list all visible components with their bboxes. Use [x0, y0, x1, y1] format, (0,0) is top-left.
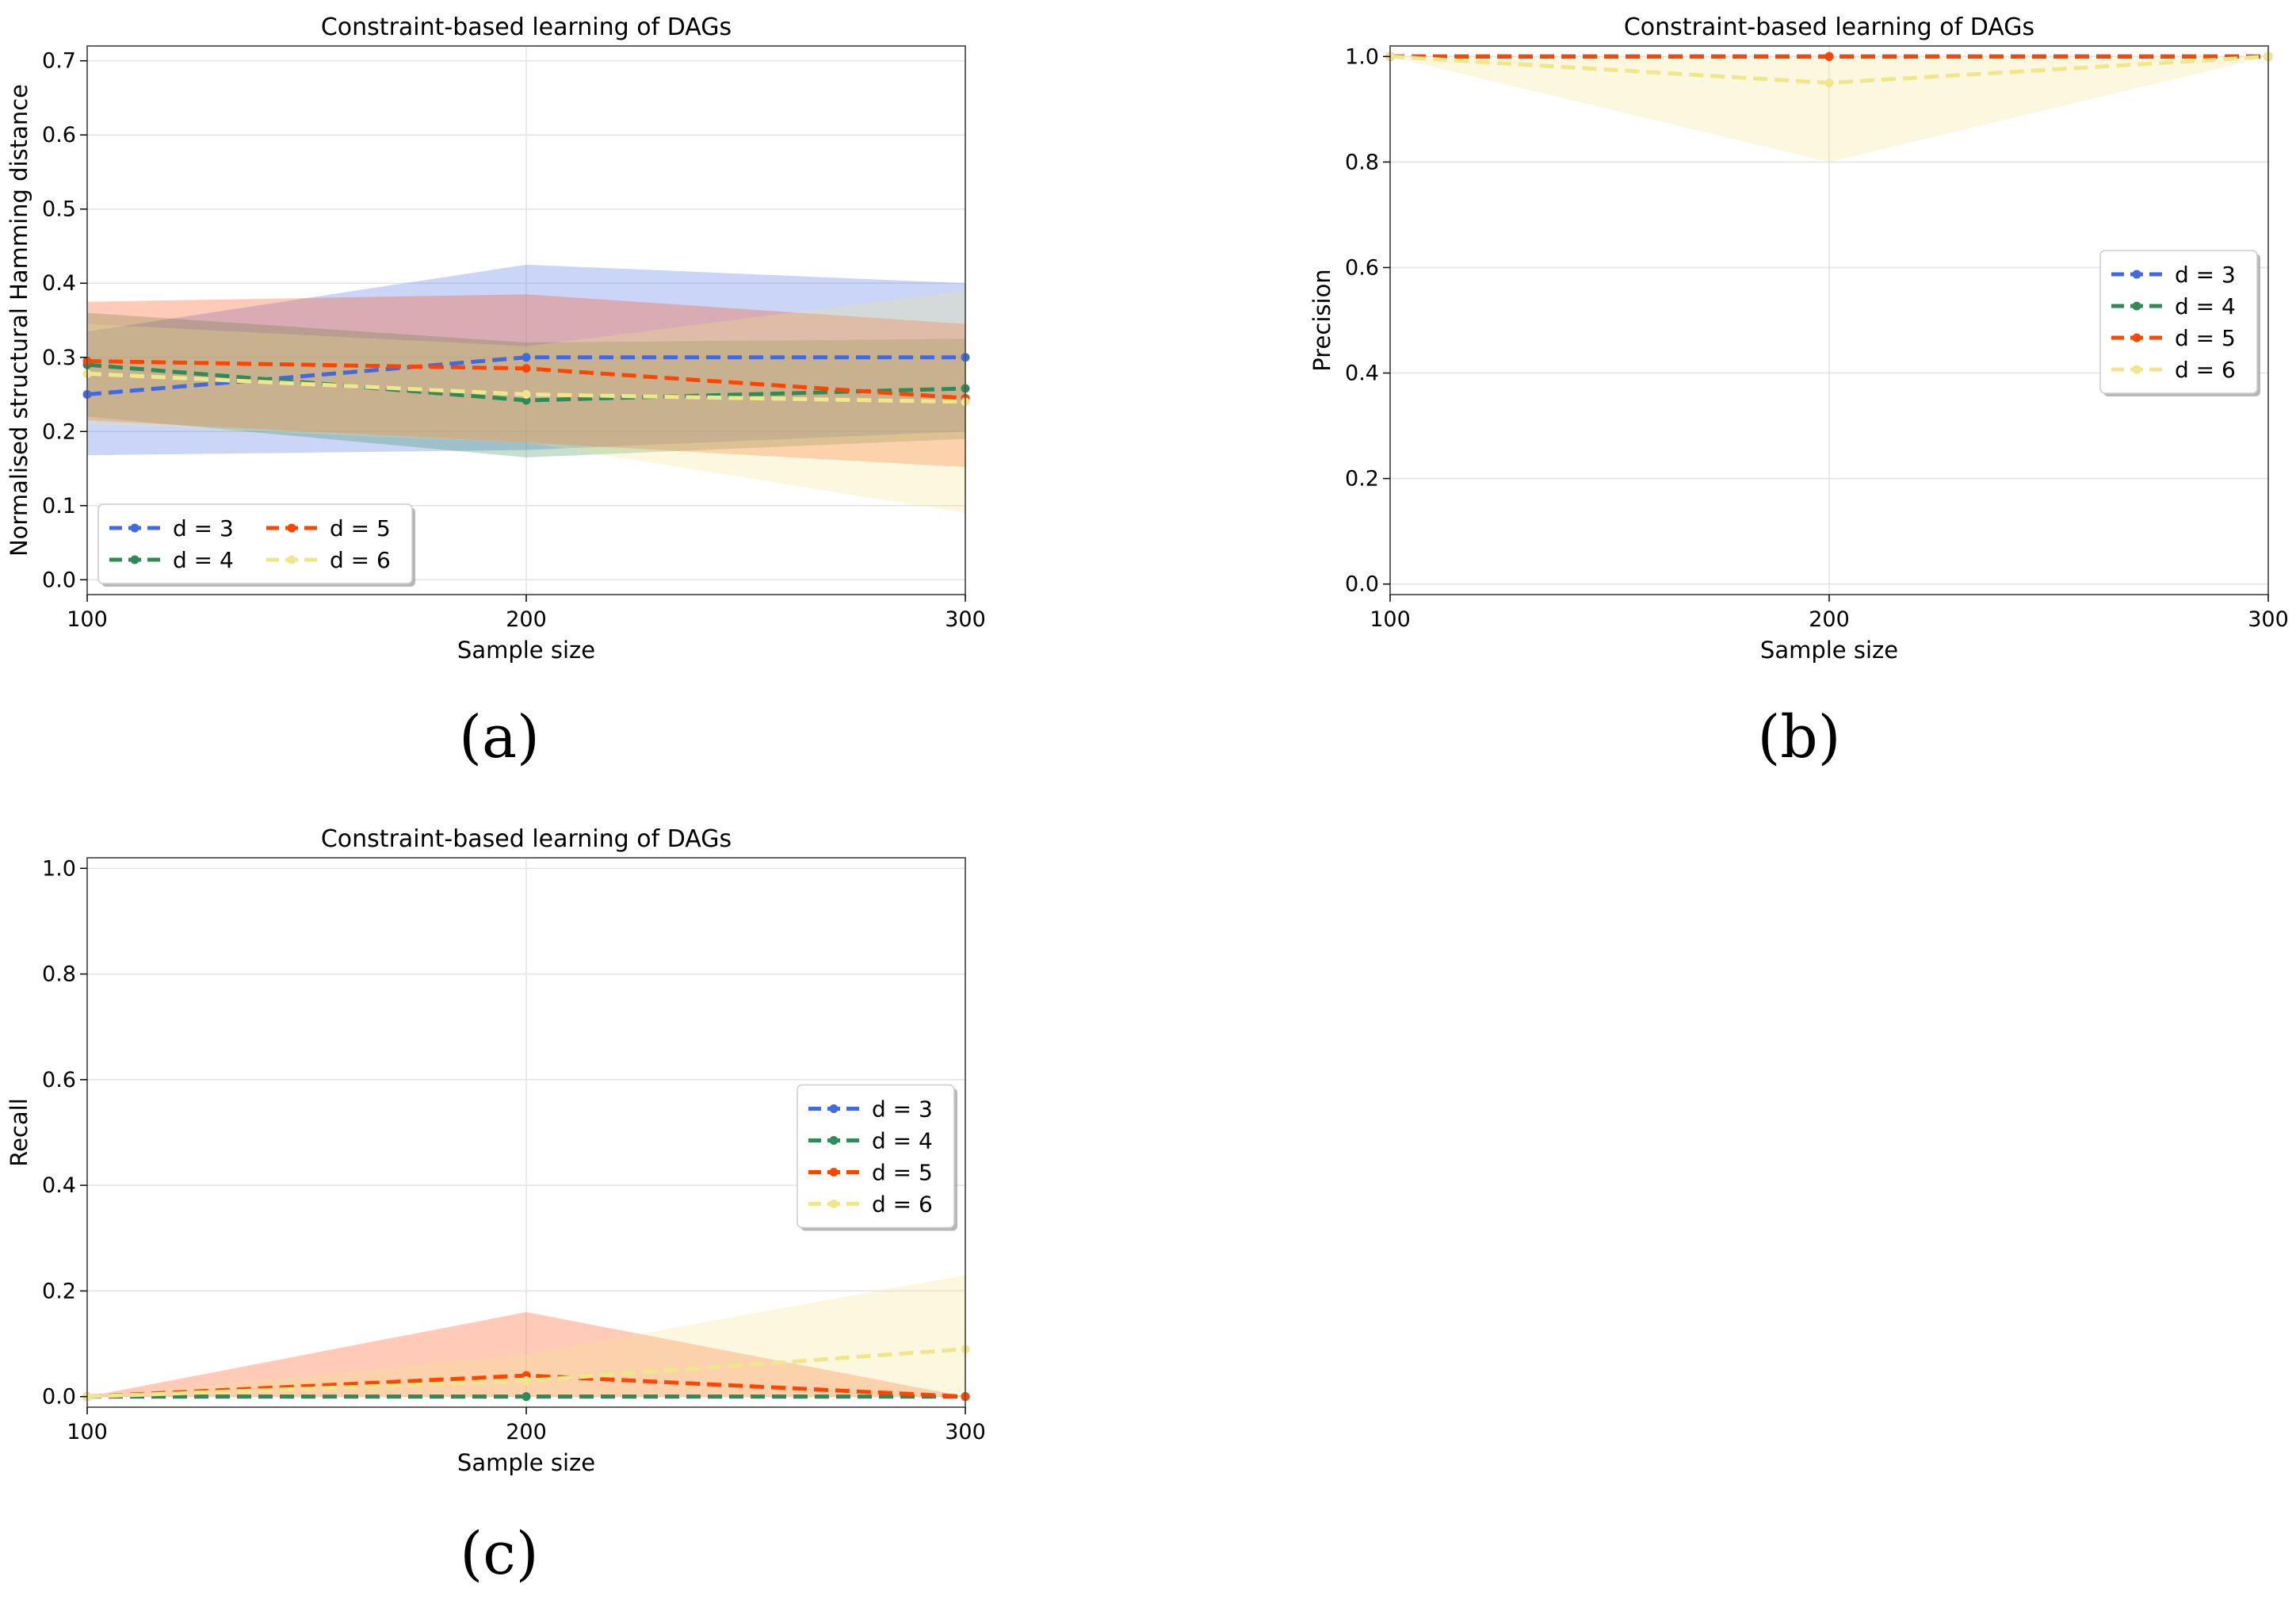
band-d5 — [87, 294, 965, 468]
x-tick-label: 200 — [506, 1420, 547, 1444]
y-axis-label: Normalised structural Hamming distance — [6, 84, 32, 557]
x-tick-label: 100 — [67, 607, 108, 632]
y-tick-label: 0.0 — [42, 568, 76, 592]
chart-title: Constraint-based learning of DAGs — [1624, 13, 2034, 41]
legend: d = 3 d = 4 d = 5 d = 6 — [97, 503, 415, 587]
legend-label: d = 5 — [330, 515, 391, 541]
confidence-bands — [87, 1275, 965, 1397]
x-axis-label: Sample size — [1760, 637, 1898, 664]
data-point — [521, 353, 531, 362]
y-tick-label: 0.3 — [42, 346, 76, 370]
band-d5 — [87, 1312, 965, 1397]
panel-label-c: (c) — [460, 1520, 539, 1588]
y-tick-label: 0.2 — [42, 419, 76, 444]
legend-marker — [829, 1104, 839, 1113]
legend-label: d = 3 — [2175, 262, 2236, 288]
data-point — [521, 364, 531, 373]
legend-marker — [130, 555, 139, 564]
legend-label: d = 3 — [173, 515, 234, 541]
x-axis-ticks: 100 200 300 — [1370, 595, 2289, 632]
chart-b: 0.0 0.2 0.4 0.6 0.8 1.0 100 200 300 Constraint-ba… — [1308, 13, 2289, 664]
y-tick-label: 0.8 — [1345, 150, 1379, 174]
data-point — [521, 1376, 531, 1386]
y-tick-label: 0.1 — [42, 494, 76, 518]
y-tick-label: 0.6 — [1345, 255, 1379, 280]
data-point — [521, 1392, 531, 1402]
y-tick-label: 1.0 — [1345, 44, 1379, 69]
legend-marker — [829, 1136, 839, 1145]
y-tick-label: 0.4 — [42, 271, 76, 296]
x-axis-label: Sample size — [457, 637, 595, 664]
y-axis-ticks: 0.0 0.1 0.2 0.3 0.4 0.5 0.6 0.7 — [42, 49, 87, 592]
legend-marker — [287, 555, 296, 564]
y-axis-label: Precision — [1308, 269, 1335, 371]
panel-label-b: (b) — [1757, 703, 1841, 771]
x-axis-ticks: 100 200 300 — [67, 1407, 986, 1444]
legend-label: d = 5 — [872, 1160, 933, 1186]
legend-label: d = 3 — [872, 1096, 933, 1123]
data-point — [1824, 52, 1834, 61]
x-tick-label: 300 — [945, 1420, 986, 1444]
legend-label: d = 4 — [173, 547, 234, 573]
legend-marker — [2132, 365, 2141, 374]
series-lines — [82, 1345, 970, 1402]
y-tick-label: 0.6 — [42, 123, 76, 147]
chart-a: 0.0 0.1 0.2 0.3 0.4 0.5 0.6 0.7 100 200 300 Constra… — [6, 13, 986, 664]
data-point — [521, 390, 531, 400]
y-tick-label: 0.2 — [1345, 467, 1379, 492]
chart-c: 0.0 0.2 0.4 0.6 0.8 1.0 100 200 300 Constraint-ba… — [6, 825, 986, 1476]
y-tick-label: 0.0 — [1345, 572, 1379, 597]
chart-title: Constraint-based learning of DAGs — [321, 13, 732, 41]
legend-marker — [287, 523, 296, 533]
x-axis-label: Sample size — [457, 1449, 595, 1476]
x-tick-label: 200 — [1809, 607, 1850, 632]
confidence-bands — [1390, 56, 2268, 163]
y-tick-label: 0.6 — [42, 1068, 76, 1092]
series-lines — [1385, 52, 2273, 88]
y-axis-ticks: 0.0 0.2 0.4 0.6 0.8 1.0 — [42, 856, 87, 1410]
y-tick-label: 0.8 — [42, 962, 76, 987]
x-tick-label: 300 — [945, 607, 986, 632]
legend: d = 3 d = 4 d = 5 d = 6 — [797, 1084, 957, 1231]
y-tick-label: 0.4 — [42, 1173, 76, 1198]
y-tick-label: 0.5 — [42, 197, 76, 222]
chart-title: Constraint-based learning of DAGs — [321, 825, 732, 853]
x-axis-ticks: 100 200 300 — [67, 595, 986, 632]
band-d6 — [87, 1275, 965, 1397]
legend-box — [797, 1084, 955, 1229]
legend-marker — [2132, 301, 2141, 311]
y-axis-ticks: 0.0 0.2 0.4 0.6 0.8 1.0 — [1345, 44, 1390, 597]
series-lines — [82, 353, 970, 407]
data-point — [1824, 78, 1834, 88]
legend-label: d = 6 — [872, 1192, 933, 1218]
y-tick-label: 0.2 — [42, 1279, 76, 1303]
legend-label: d = 5 — [2175, 325, 2236, 351]
x-tick-label: 300 — [2248, 607, 2289, 632]
legend-label: d = 4 — [872, 1128, 933, 1154]
x-tick-label: 100 — [1370, 607, 1411, 632]
y-tick-label: 0.7 — [42, 49, 76, 74]
legend-box — [2099, 250, 2258, 394]
y-tick-label: 0.4 — [1345, 362, 1379, 386]
legend-marker — [829, 1168, 839, 1176]
band-d6 — [1390, 56, 2268, 163]
legend: d = 3 d = 4 d = 5 d = 6 — [2099, 250, 2260, 396]
legend-marker — [130, 523, 139, 533]
y-axis-label: Recall — [6, 1098, 32, 1167]
y-tick-label: 0.0 — [42, 1385, 76, 1410]
panel-label-a: (a) — [459, 703, 540, 771]
legend-label: d = 6 — [2175, 357, 2236, 383]
legend-label: d = 6 — [330, 547, 391, 573]
legend-marker — [2132, 333, 2141, 342]
x-tick-label: 100 — [67, 1420, 108, 1444]
band-d4 — [87, 312, 965, 457]
y-tick-label: 1.0 — [42, 856, 76, 881]
legend-label: d = 4 — [2175, 293, 2236, 319]
x-tick-label: 200 — [506, 607, 547, 632]
legend-marker — [829, 1199, 839, 1208]
legend-box — [97, 503, 413, 584]
legend-marker — [2132, 270, 2141, 279]
